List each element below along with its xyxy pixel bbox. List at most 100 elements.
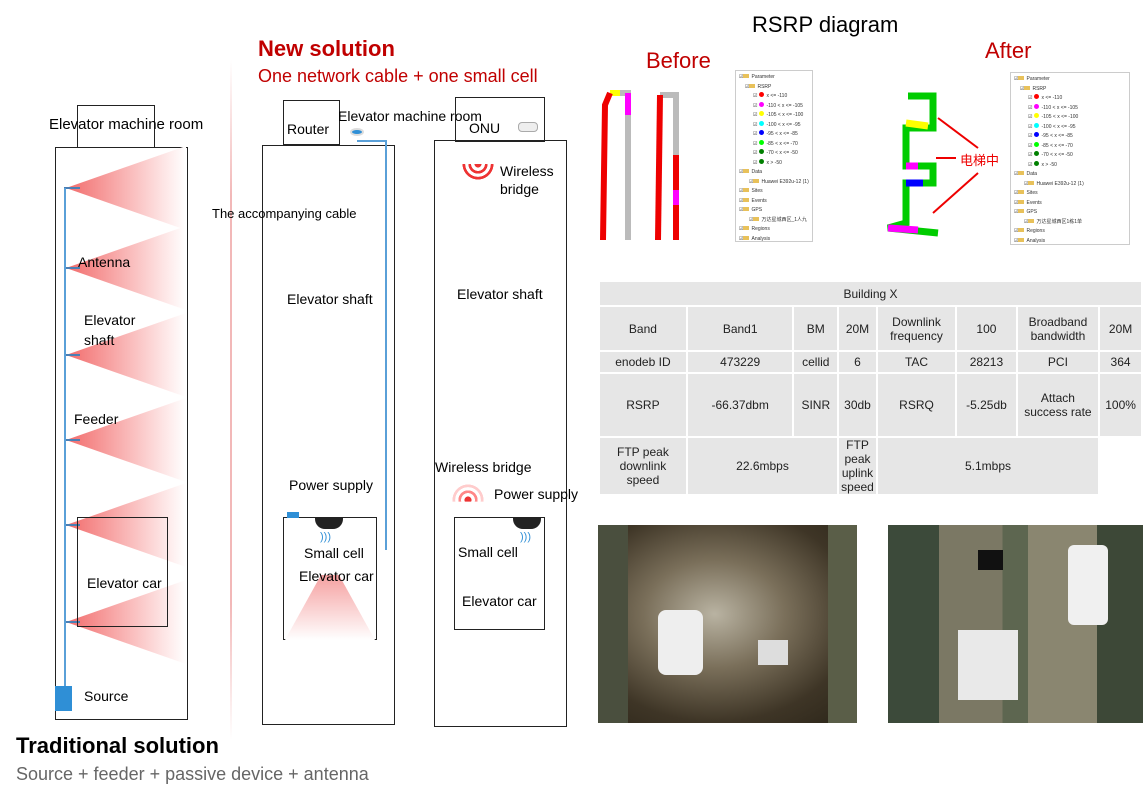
- checkbox-icon[interactable]: ☑: [1020, 85, 1025, 92]
- checkbox-icon[interactable]: ☑: [753, 140, 758, 147]
- legend-item[interactable]: ☑ GPS: [1014, 208, 1126, 218]
- table-cell: RSRP: [598, 372, 688, 438]
- checkbox-icon[interactable]: ☑: [1014, 171, 1019, 177]
- checkbox-icon[interactable]: ☑: [739, 197, 744, 204]
- legend-item[interactable]: ☑ Sites: [1014, 189, 1126, 199]
- checkbox-icon[interactable]: ☑: [753, 102, 758, 109]
- legend-item[interactable]: ☑ -110 < x <= -105: [1014, 103, 1126, 114]
- checkbox-icon[interactable]: ☑: [753, 159, 758, 166]
- checkbox-icon[interactable]: ☑: [1028, 152, 1033, 158]
- checkbox-icon[interactable]: ☑: [749, 216, 754, 223]
- color-swatch: [1034, 122, 1040, 128]
- checkbox-icon[interactable]: ☑: [753, 150, 758, 156]
- track-segment: [600, 91, 613, 241]
- legend-item[interactable]: ☑ Regions: [1014, 227, 1126, 237]
- checkbox-icon[interactable]: ☑: [1028, 123, 1033, 130]
- table-cell: 6: [837, 350, 878, 374]
- section-divider: [230, 60, 232, 740]
- shaft-label-option2: Elevator shaft: [457, 286, 543, 302]
- rsrp-title: RSRP diagram: [752, 12, 899, 37]
- checkbox-icon[interactable]: ☑: [1024, 180, 1029, 187]
- legend-item[interactable]: ☑ x <= -110: [739, 92, 809, 102]
- legend-label: Sites: [751, 188, 763, 194]
- legend-item[interactable]: ☑ Sites: [739, 187, 809, 197]
- checkbox-icon[interactable]: ☑: [739, 169, 744, 175]
- legend-item[interactable]: ☑ GPS: [739, 206, 809, 216]
- checkbox-icon[interactable]: ☑: [739, 207, 744, 213]
- legend-item[interactable]: ☑ 万达星城西区_1人九: [739, 216, 809, 226]
- legend-label: x > -50: [1041, 161, 1057, 168]
- traditional-title: Traditional solution: [16, 733, 219, 758]
- checkbox-icon[interactable]: ☑: [1028, 114, 1033, 120]
- checkbox-icon[interactable]: ☑: [745, 83, 750, 90]
- checkbox-icon[interactable]: ☑: [1014, 190, 1019, 196]
- legend-item[interactable]: ☑ -85 < x <= -70: [1014, 141, 1126, 152]
- legend-item[interactable]: ☑ -70 < x <= -50: [739, 149, 809, 159]
- legend-item[interactable]: ☑ -100 < x <= -95: [739, 120, 809, 131]
- legend-item[interactable]: ☑ x > -50: [739, 158, 809, 169]
- checkbox-icon[interactable]: ☑: [739, 188, 744, 194]
- legend-item[interactable]: ☑ -95 < x <= -85: [1014, 132, 1126, 142]
- checkbox-icon[interactable]: ☑: [749, 178, 754, 185]
- legend-label: -95 < x <= -85: [1041, 133, 1073, 139]
- folder-icon: [753, 178, 760, 183]
- legend-label: RSRP: [757, 83, 772, 90]
- legend-item[interactable]: ☑ -95 < x <= -85: [739, 130, 809, 140]
- color-swatch: [759, 139, 765, 145]
- small-cell-device: [315, 517, 343, 529]
- signal-icon-2: ))): [520, 531, 531, 543]
- legend-item[interactable]: ☑ Analysis: [1014, 237, 1126, 247]
- onu-device-icon: [518, 122, 538, 132]
- checkbox-icon[interactable]: ☑: [753, 121, 758, 128]
- legend-item[interactable]: ☑ -85 < x <= -70: [739, 139, 809, 150]
- after-rsrp-track: [887, 92, 979, 237]
- checkbox-icon[interactable]: ☑: [739, 74, 744, 80]
- checkbox-icon[interactable]: ☑: [1028, 161, 1033, 168]
- legend-item[interactable]: ☑ Huawei E392u-12 (1): [1014, 180, 1126, 190]
- legend-item[interactable]: ☑ -100 < x <= -95: [1014, 122, 1126, 133]
- legend-item[interactable]: ☑ Parameter: [1014, 75, 1126, 85]
- legend-item[interactable]: ☑ Data: [1014, 170, 1126, 180]
- checkbox-icon[interactable]: ☑: [753, 131, 758, 137]
- legend-item[interactable]: ☑ -105 < x <= -100: [739, 111, 809, 121]
- checkbox-icon[interactable]: ☑: [1014, 228, 1019, 234]
- table-row: FTP peak downlink speed 22.6mbps FTP peak …: [598, 436, 1142, 496]
- legend-label: Events: [751, 197, 767, 204]
- legend-item[interactable]: ☑ -70 < x <= -50: [1014, 151, 1126, 161]
- legend-item[interactable]: ☑ x > -50: [1014, 160, 1126, 171]
- legend-item[interactable]: ☑ 万达星城西区1栋1单: [1014, 218, 1126, 228]
- antenna-arrow-icon: [64, 439, 80, 441]
- legend-label: -100 < x <= -95: [766, 121, 801, 128]
- legend-item[interactable]: ☑ Regions: [739, 225, 809, 235]
- legend-item[interactable]: ☑ Events: [1014, 199, 1126, 209]
- table-cell: Attach success rate: [1015, 372, 1101, 438]
- checkbox-icon[interactable]: ☑: [753, 112, 758, 118]
- checkbox-icon[interactable]: ☑: [1028, 142, 1033, 149]
- legend-item[interactable]: ☑ Analysis: [739, 235, 809, 245]
- checkbox-icon[interactable]: ☑: [1024, 218, 1029, 225]
- legend-item[interactable]: ☑ RSRP: [739, 83, 809, 93]
- legend-label: Data: [1026, 171, 1038, 177]
- legend-item[interactable]: ☑ -110 < x <= -105: [739, 101, 809, 112]
- color-swatch: [759, 92, 765, 97]
- checkbox-icon[interactable]: ☑: [739, 235, 744, 242]
- table-cell: FTP peak downlink speed: [598, 436, 688, 496]
- checkbox-icon[interactable]: ☑: [1014, 209, 1019, 215]
- legend-item[interactable]: ☑ Parameter: [739, 73, 809, 83]
- checkbox-icon[interactable]: ☑: [1014, 76, 1019, 82]
- checkbox-icon[interactable]: ☑: [1014, 199, 1019, 206]
- legend-item[interactable]: ☑ Huawei E392u-12 (1): [739, 178, 809, 188]
- checkbox-icon[interactable]: ☑: [1028, 95, 1033, 101]
- legend-item[interactable]: ☑ -105 < x <= -100: [1014, 113, 1126, 123]
- checkbox-icon[interactable]: ☑: [739, 226, 744, 232]
- legend-item[interactable]: ☑ x <= -110: [1014, 94, 1126, 104]
- table-cell: 100%: [1098, 372, 1143, 438]
- car-label-option1: Elevator car: [299, 568, 374, 584]
- legend-item[interactable]: ☑ Events: [739, 197, 809, 207]
- legend-item[interactable]: ☑ Data: [739, 168, 809, 178]
- legend-item[interactable]: ☑ RSRP: [1014, 85, 1126, 95]
- checkbox-icon[interactable]: ☑: [1028, 133, 1033, 139]
- checkbox-icon[interactable]: ☑: [1028, 104, 1033, 111]
- checkbox-icon[interactable]: ☑: [753, 93, 758, 99]
- checkbox-icon[interactable]: ☑: [1014, 237, 1019, 244]
